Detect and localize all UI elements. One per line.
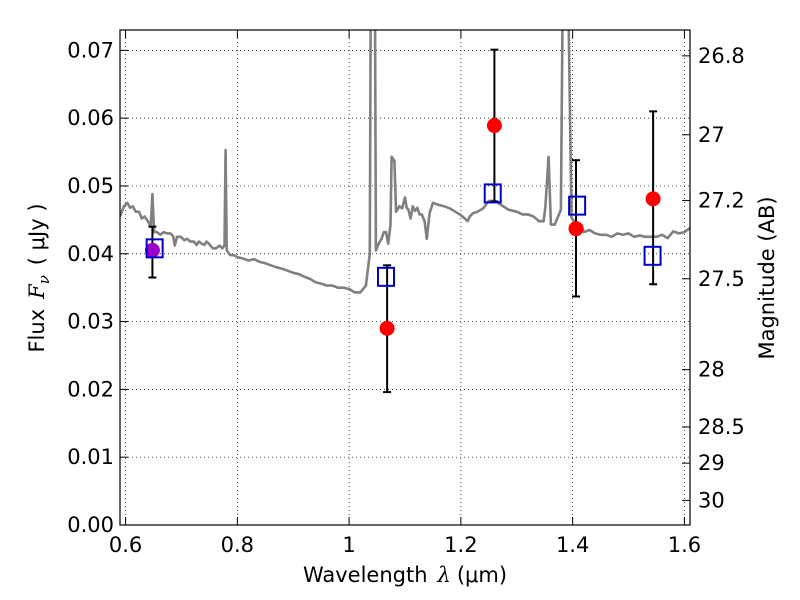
y2-axis-title: Magnitude (AB) bbox=[755, 196, 779, 359]
observed-point bbox=[144, 242, 160, 258]
plot-frame bbox=[119, 29, 691, 526]
y2-tick-label: 27.2 bbox=[698, 188, 745, 212]
y-axis-title: Flux Fν ( μJy ) bbox=[25, 203, 53, 352]
x-tick-label: 1.4 bbox=[556, 533, 589, 557]
y-axis-subscript: ν bbox=[35, 275, 53, 284]
model-spectrum-layer bbox=[120, 30, 690, 294]
observed-point bbox=[645, 191, 661, 207]
synthetic-square bbox=[643, 245, 662, 266]
x-tick-label: 1.6 bbox=[668, 533, 701, 557]
synthetic-square bbox=[483, 183, 502, 204]
synthetic-photometry-layer bbox=[145, 183, 662, 287]
synthetic-square bbox=[145, 238, 164, 259]
x-tick-label: 1 bbox=[342, 533, 355, 557]
y2-tick-label: 26.8 bbox=[698, 44, 745, 68]
y-tick-label: 0.03 bbox=[67, 310, 114, 334]
synthetic-square bbox=[377, 266, 395, 287]
y2-tick-label: 27.5 bbox=[698, 267, 745, 291]
y-tick-label: 0.04 bbox=[67, 242, 114, 266]
x-axis-unit: (μm) bbox=[457, 563, 507, 587]
y-tick-label: 0.06 bbox=[67, 106, 114, 130]
y2-tick-label: 28 bbox=[698, 358, 725, 382]
y2-axis: 26.8 27 27.2 27.5 28 28.5 29 30 bbox=[682, 44, 745, 512]
y2-tick-label: 30 bbox=[698, 488, 725, 512]
x-axis-symbol: λ bbox=[437, 563, 451, 587]
y-axis: 0.00 0.01 0.02 0.03 0.04 0.05 0.06 0.07 bbox=[67, 38, 128, 537]
x-axis-title: Wavelength λ (μm) bbox=[303, 563, 507, 587]
y2-tick-label: 28.5 bbox=[698, 415, 745, 439]
synthetic-square bbox=[568, 195, 587, 216]
x-axis: 0.6 0.8 1 1.2 1.4 1.6 bbox=[109, 30, 701, 557]
y-tick-label: 0.05 bbox=[67, 174, 114, 198]
y-axis-label: Flux bbox=[25, 309, 49, 353]
y-axis-symbol: F bbox=[25, 283, 49, 300]
model-spectrum-line bbox=[120, 30, 690, 294]
y-tick-label: 0.02 bbox=[67, 377, 114, 401]
x-axis-label: Wavelength bbox=[303, 563, 428, 587]
observed-flux-layer bbox=[144, 118, 661, 336]
y-tick-label: 0.07 bbox=[67, 38, 114, 62]
x-tick-label: 0.6 bbox=[109, 533, 142, 557]
y-tick-label: 0.01 bbox=[67, 445, 114, 469]
y2-tick-label: 29 bbox=[698, 451, 725, 475]
y2-tick-label: 27 bbox=[698, 123, 725, 147]
observed-point bbox=[379, 320, 395, 336]
y-tick-label: 0.00 bbox=[67, 513, 114, 537]
x-tick-label: 0.8 bbox=[221, 533, 254, 557]
observed-point bbox=[486, 118, 502, 134]
y-axis-unit: ( μJy ) bbox=[25, 203, 49, 265]
observed-point bbox=[568, 221, 584, 237]
x-tick-label: 1.2 bbox=[444, 533, 477, 557]
